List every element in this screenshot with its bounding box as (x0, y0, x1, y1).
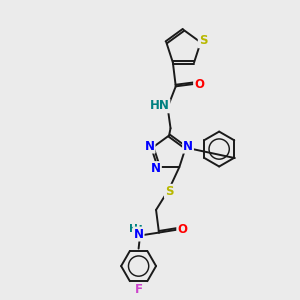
Text: H: H (133, 224, 143, 237)
Text: O: O (177, 223, 187, 236)
Text: N: N (145, 140, 154, 153)
Text: F: F (135, 284, 142, 296)
Text: HN: HN (149, 99, 170, 112)
Text: N: N (183, 140, 193, 153)
Text: S: S (199, 34, 207, 47)
Text: H: H (133, 224, 143, 237)
Text: N: N (151, 162, 161, 175)
Text: S: S (165, 185, 173, 198)
Text: H: H (129, 224, 138, 234)
Text: N: N (134, 227, 144, 241)
Text: O: O (194, 77, 204, 91)
